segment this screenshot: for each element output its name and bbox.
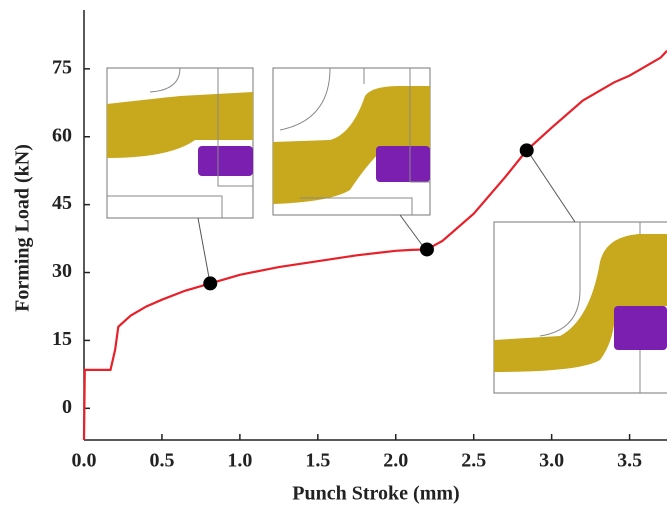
connector (198, 218, 210, 283)
y-tick-label: 45 (52, 192, 72, 214)
connector (527, 150, 575, 222)
x-tick-label: 1.5 (305, 450, 330, 472)
connector (400, 215, 425, 249)
x-tick-label: 1.0 (227, 450, 252, 472)
inset-3 (494, 222, 667, 393)
inset-1 (107, 68, 253, 218)
data-point (420, 242, 434, 256)
x-tick-label: 3.5 (617, 450, 642, 472)
data-point (520, 143, 534, 157)
x-tick-label: 0.0 (72, 450, 97, 472)
y-axis-label: Forming Load (kN) (12, 144, 34, 312)
y-tick-label: 75 (52, 56, 72, 78)
y-tick-label: 0 (62, 396, 72, 418)
x-tick-label: 0.5 (149, 450, 174, 472)
x-tick-label: 3.0 (539, 450, 564, 472)
x-tick-label: 2.5 (461, 450, 486, 472)
y-tick-label: 60 (52, 124, 72, 146)
y-tick-label: 30 (52, 260, 72, 282)
x-axis-label: Punch Stroke (mm) (292, 483, 459, 505)
inset-2 (273, 68, 430, 215)
x-tick-label: 2.0 (383, 450, 408, 472)
y-tick-label: 15 (52, 328, 72, 350)
chart: Punch Stroke (mm) Forming Load (kN) 0 15 3… (0, 0, 667, 508)
data-point (203, 276, 217, 290)
